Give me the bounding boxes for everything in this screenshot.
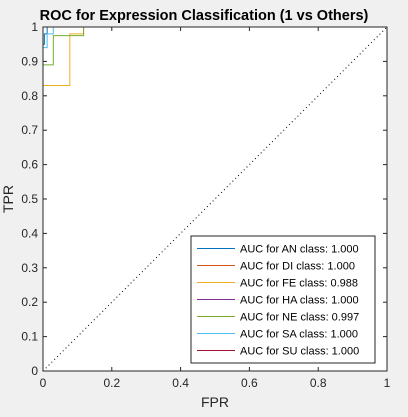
x-tick-label: 0.8 bbox=[310, 376, 327, 390]
legend-entry-label: AUC for FE class: 0.988 bbox=[240, 278, 358, 290]
x-tick-label: 0 bbox=[40, 376, 47, 390]
y-tick-label: 0.7 bbox=[21, 123, 38, 137]
y-tick-label: 0.8 bbox=[21, 89, 38, 103]
legend: AUC for AN class: 1.000 AUC for DI class:… bbox=[190, 235, 376, 364]
y-axis-label: TPR bbox=[0, 185, 16, 213]
x-axis-label: FPR bbox=[201, 394, 229, 410]
x-tick-label: 0.4 bbox=[172, 376, 189, 390]
legend-entry-label: AUC for SU class: 1.000 bbox=[240, 346, 359, 358]
legend-entry-label: AUC for NE class: 0.997 bbox=[240, 312, 359, 324]
legend-entry-label: AUC for HA class: 1.000 bbox=[240, 295, 359, 307]
y-tick-label: 1 bbox=[31, 20, 38, 34]
y-tick-label: 0.9 bbox=[21, 54, 38, 68]
y-tick-label: 0.2 bbox=[21, 295, 38, 309]
y-tick-label: 0.5 bbox=[21, 192, 38, 206]
chart-title: ROC for Expression Classification (1 vs … bbox=[40, 8, 369, 24]
x-tick-label: 0.6 bbox=[241, 376, 258, 390]
y-tick-label: 0.1 bbox=[21, 330, 38, 344]
legend-entry-label: AUC for AN class: 1.000 bbox=[240, 244, 359, 256]
legend-entry-label: AUC for SA class: 1.000 bbox=[240, 329, 358, 341]
y-tick-label: 0 bbox=[31, 364, 38, 378]
x-tick-label: 1 bbox=[384, 376, 391, 390]
y-tick-label: 0.3 bbox=[21, 261, 38, 275]
y-tick-label: 0.6 bbox=[21, 158, 38, 172]
x-tick-label: 0.2 bbox=[103, 376, 120, 390]
y-tick-label: 0.4 bbox=[21, 226, 38, 240]
legend-entry-label: AUC for DI class: 1.000 bbox=[240, 261, 355, 273]
